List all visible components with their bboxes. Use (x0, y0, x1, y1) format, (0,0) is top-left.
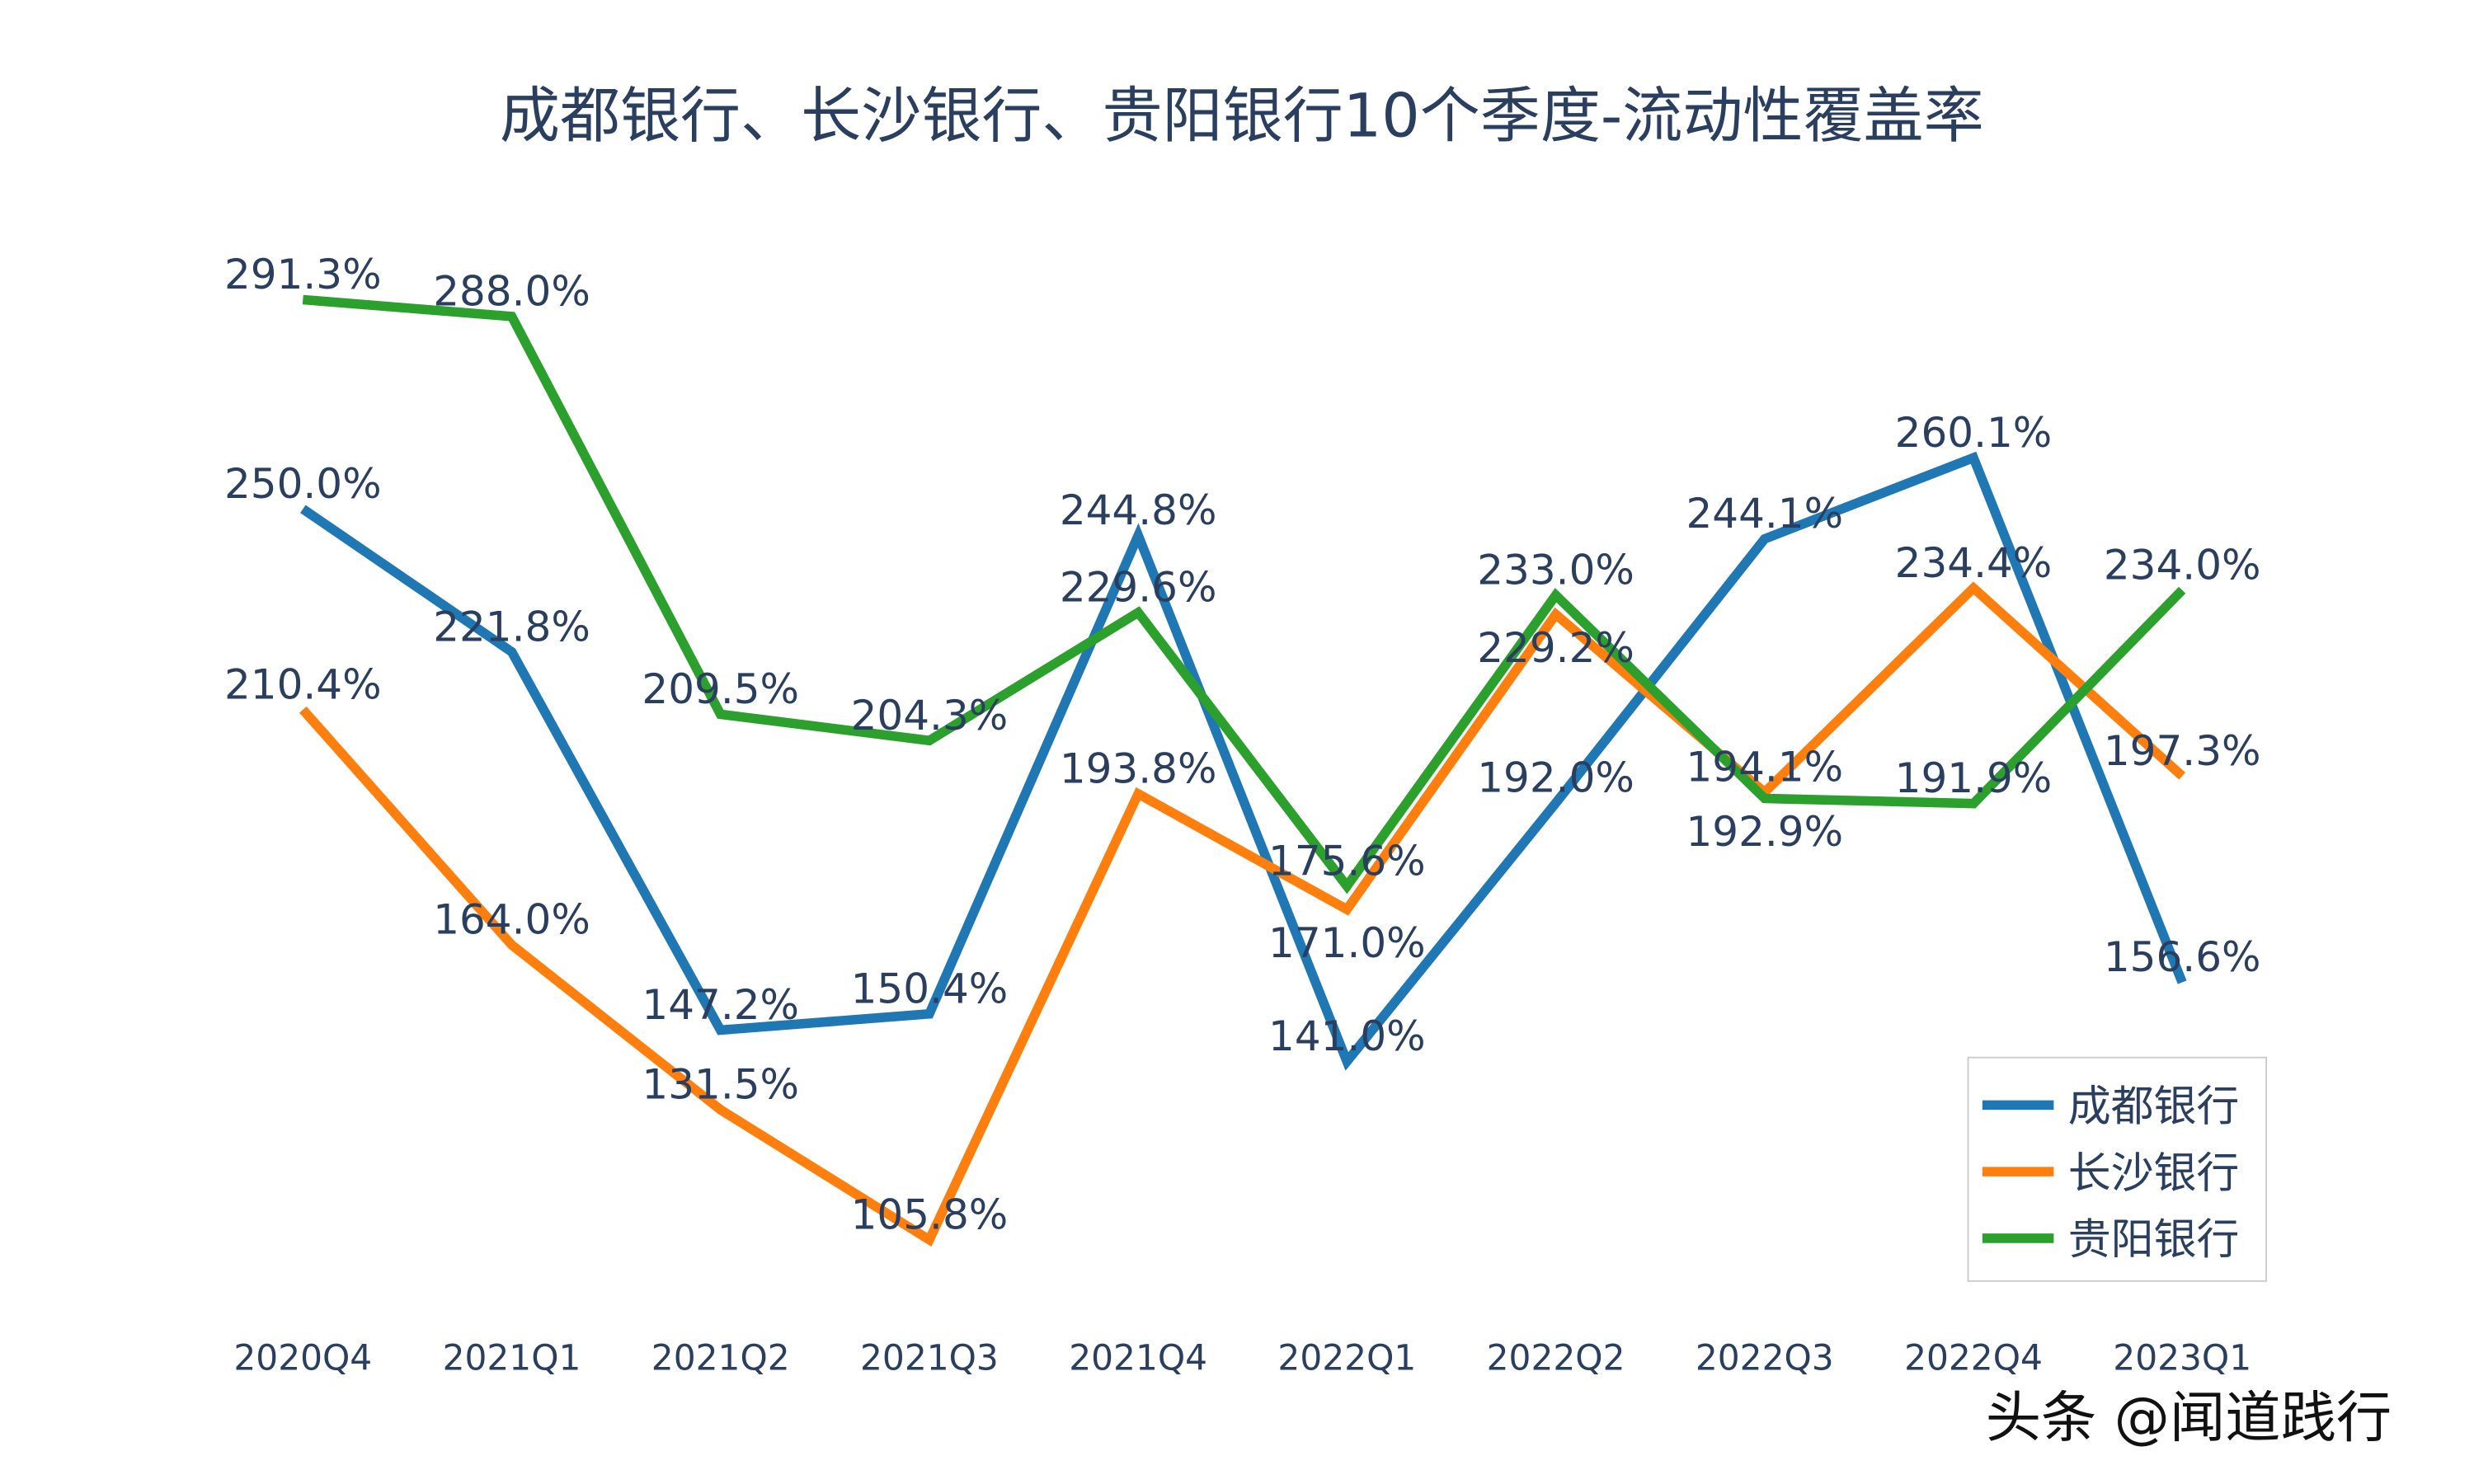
data-label: 229.6% (1060, 563, 1217, 611)
series-line-2 (299, 581, 2186, 1247)
legend-item[interactable]: 贵阳银行 (1982, 1215, 2239, 1265)
legend-item[interactable]: 成都银行 (1982, 1082, 2239, 1132)
data-label: 204.3% (851, 692, 1009, 740)
data-label: 234.4% (1895, 539, 2053, 587)
series-line-1 (300, 451, 2187, 1071)
legend-item[interactable]: 长沙银行 (1982, 1148, 2239, 1198)
data-label: 229.2% (1477, 624, 1634, 672)
chart-title: 成都银行、长沙银行、贵阳银行10个季度-流动性覆盖率 (500, 81, 1984, 151)
data-label: 244.1% (1686, 490, 1843, 538)
x-tick-label: 2022Q4 (1904, 1338, 2043, 1378)
data-label: 164.0% (433, 896, 590, 944)
data-label: 150.4% (851, 965, 1009, 1012)
data-label: 194.1% (1686, 744, 1843, 791)
legend-label: 长沙银行 (2068, 1148, 2240, 1198)
data-label: 175.6% (1268, 837, 1426, 885)
data-label: 192.0% (1477, 754, 1634, 802)
data-label: 141.0% (1268, 1012, 1426, 1060)
data-label: 147.2% (642, 981, 799, 1029)
data-label: 192.9% (1686, 808, 1843, 856)
data-label: 288.0% (433, 267, 590, 315)
x-tick-label: 2021Q3 (860, 1338, 999, 1378)
x-tick-label: 2021Q1 (443, 1338, 581, 1378)
series-line-3 (302, 294, 2186, 895)
x-tick-label: 2021Q2 (651, 1338, 790, 1378)
data-label: 244.8% (1060, 486, 1217, 534)
data-label: 291.3% (224, 251, 382, 298)
data-label: 193.8% (1060, 744, 1217, 792)
data-label: 105.8% (851, 1190, 1009, 1238)
data-label: 131.5% (642, 1060, 799, 1108)
data-label: 234.0% (2104, 541, 2261, 589)
data-labels: 291.3% 250.0% 210.4% 288.0% 221.8% 164.0% 209.… (224, 251, 2261, 1238)
data-label: 233.0% (1477, 546, 1634, 594)
x-tick-label: 2021Q4 (1069, 1338, 1207, 1378)
data-label: 210.4% (224, 660, 382, 708)
legend-label: 成都银行 (2068, 1082, 2240, 1132)
x-tick-label: 2022Q3 (1696, 1338, 1834, 1378)
legend-label: 贵阳银行 (2068, 1215, 2240, 1265)
x-tick-label: 2022Q1 (1277, 1338, 1416, 1378)
data-label: 209.5% (642, 665, 799, 713)
data-label: 250.0% (224, 460, 382, 508)
data-label: 191.9% (1895, 754, 2053, 802)
x-axis-ticks: 2020Q4 2021Q1 2021Q2 2021Q3 2021Q4 2022Q1 2022… (233, 1338, 2251, 1378)
data-label: 260.1% (1895, 409, 2053, 457)
data-label: 156.6% (2104, 933, 2261, 981)
data-label: 197.3% (2104, 727, 2261, 775)
x-tick-label: 2020Q4 (233, 1338, 372, 1378)
x-tick-label: 2023Q1 (2113, 1338, 2251, 1378)
x-tick-label: 2022Q2 (1487, 1338, 1625, 1378)
watermark: 头条 @闻道践行 (1986, 1385, 2392, 1449)
series-lines (299, 294, 2187, 1247)
data-label: 221.8% (433, 603, 590, 650)
data-label: 171.0% (1268, 919, 1426, 967)
